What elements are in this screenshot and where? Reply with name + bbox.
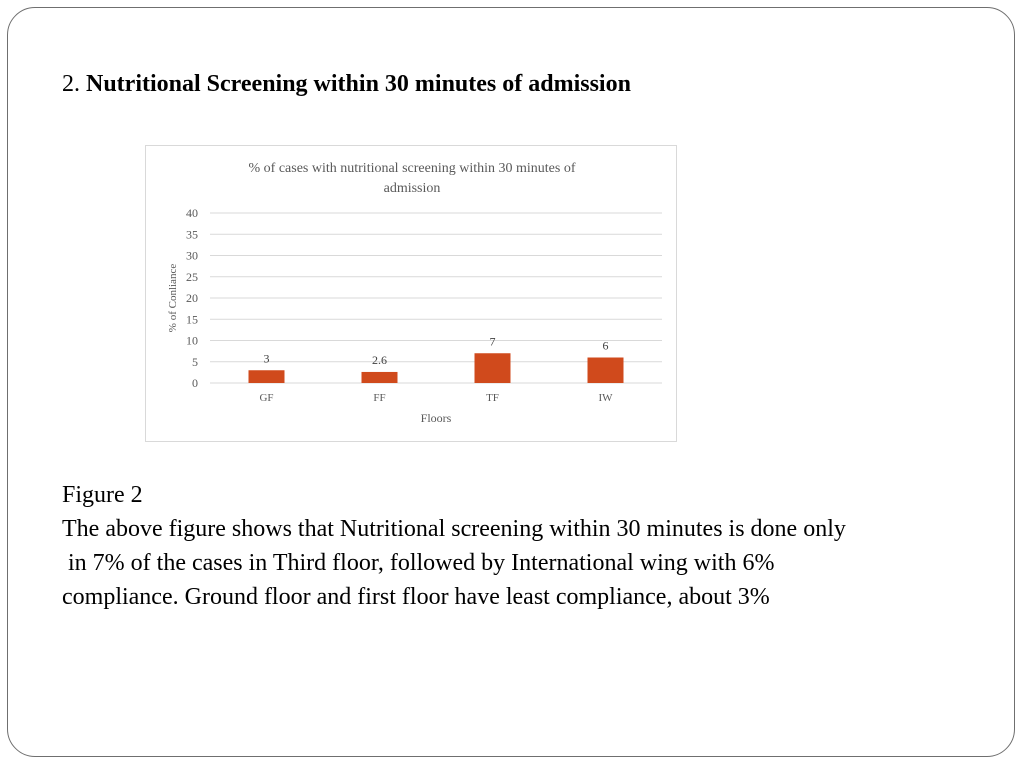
bar-tf: [474, 353, 511, 383]
y-tick-label: 5: [192, 355, 198, 369]
figure-caption: Figure 2 The above figure shows that Nut…: [62, 478, 1002, 614]
y-tick-label: 25: [186, 270, 198, 284]
data-label: 6: [603, 339, 609, 353]
y-tick-label: 40: [186, 206, 198, 220]
y-axis-label: % of Conliance: [167, 264, 179, 333]
x-tick-label: IW: [598, 392, 613, 404]
x-axis-label: Floors: [421, 411, 452, 425]
heading-text: Nutritional Screening within 30 minutes …: [86, 71, 631, 97]
y-tick-label: 15: [186, 312, 198, 326]
description-line: The above figure shows that Nutritional …: [62, 516, 846, 542]
x-tick-label: TF: [486, 392, 499, 404]
description-line: in 7% of the cases in Third floor, follo…: [62, 550, 775, 576]
chart-title-line: % of cases with nutritional screening wi…: [249, 161, 576, 176]
y-tick-label: 20: [186, 291, 198, 305]
bar-ff: [361, 371, 398, 383]
bar-gf: [248, 370, 285, 383]
chart-svg: % of cases with nutritional screening wi…: [167, 161, 662, 425]
slide-frame: [7, 7, 1015, 757]
data-label: 7: [490, 334, 496, 348]
x-tick-label: FF: [373, 392, 385, 404]
figure-description: The above figure shows that Nutritional …: [62, 512, 1002, 614]
data-label: 2.6: [372, 353, 387, 367]
chart-title-line: admission: [384, 181, 441, 196]
y-tick-label: 10: [186, 334, 198, 348]
slide-heading: 2. Nutritional Screening within 30 minut…: [62, 68, 631, 100]
bar-chart: % of cases with nutritional screening wi…: [145, 145, 677, 442]
description-line: compliance. Ground floor and first floor…: [62, 584, 770, 610]
x-tick-label: GF: [259, 392, 273, 404]
y-tick-label: 30: [186, 249, 198, 263]
figure-label: Figure 2: [62, 482, 143, 508]
bar-iw: [587, 357, 624, 383]
y-tick-label: 35: [186, 227, 198, 241]
heading-number: 2.: [62, 71, 80, 97]
data-label: 3: [264, 351, 270, 365]
y-tick-label: 0: [192, 376, 198, 390]
